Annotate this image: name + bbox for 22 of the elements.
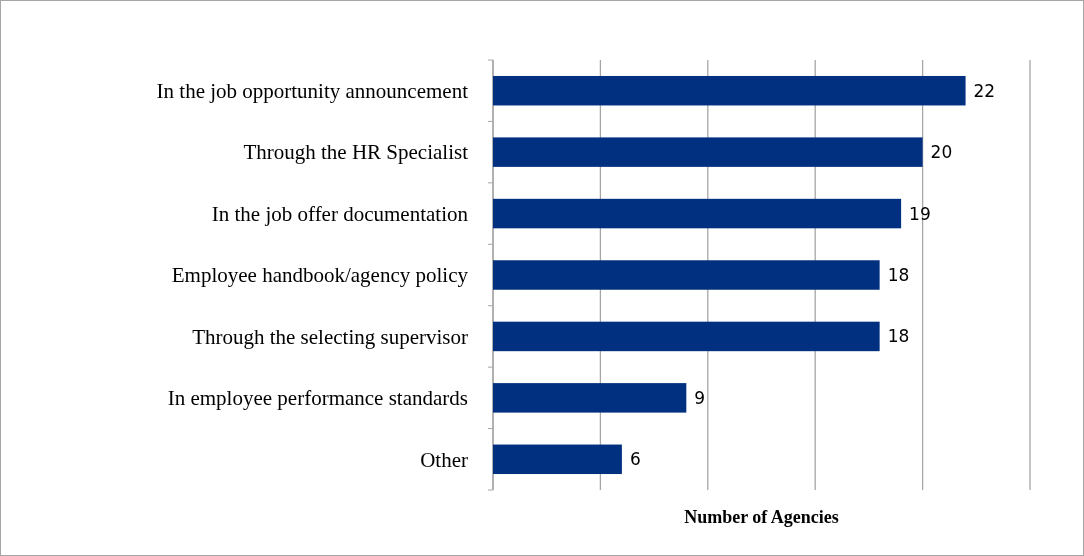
data-label: 22 <box>973 80 996 101</box>
y-tick-label: In the job offer documentation <box>211 201 469 226</box>
bar <box>493 321 880 352</box>
data-label: 19 <box>909 203 931 224</box>
data-label: 6 <box>629 449 641 470</box>
y-tick-label: Through the HR Specialist <box>243 140 469 165</box>
data-label: 20 <box>930 142 953 163</box>
bar <box>493 260 880 290</box>
bar <box>493 137 923 167</box>
y-tick-label: Through the selecting supervisor <box>192 324 468 349</box>
y-tick-label: In employee performance standards <box>167 386 468 411</box>
bar <box>493 444 622 475</box>
y-tick-label: Employee handbook/agency policy <box>171 263 469 288</box>
data-label: 18 <box>887 264 910 285</box>
y-tick-label: Other <box>420 447 468 472</box>
bar <box>493 383 687 413</box>
x-axis-title: Number of Agencies <box>684 507 839 527</box>
data-label: 18 <box>887 326 910 347</box>
y-tick-label: In the job opportunity announcement <box>156 79 469 104</box>
bar <box>493 75 966 106</box>
bar <box>493 198 902 229</box>
data-label: 9 <box>694 387 706 408</box>
